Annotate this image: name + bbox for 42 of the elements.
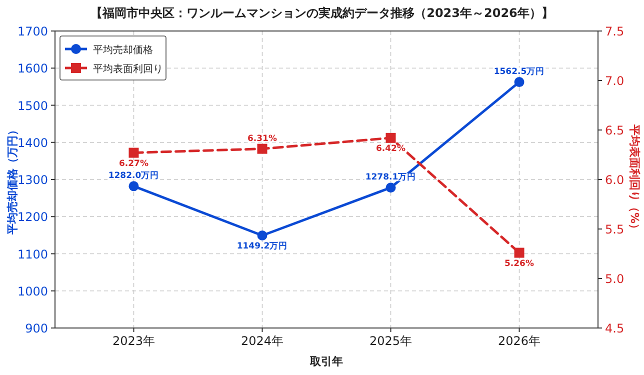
data-label: 1149.2万円 bbox=[236, 240, 288, 252]
point bbox=[128, 181, 139, 192]
y-tick-label: 1400 bbox=[17, 136, 48, 150]
data-label: 6.42% bbox=[376, 144, 406, 154]
data-label: 1282.0万円 bbox=[108, 170, 160, 182]
y2-tick-label: 6.0 bbox=[605, 173, 624, 187]
y2-tick-label: 7.0 bbox=[605, 74, 624, 88]
point bbox=[257, 230, 268, 240]
y2-axis-title: 平均表面利回り（%） bbox=[628, 123, 641, 235]
x-axis-title: 取引年 bbox=[309, 355, 343, 368]
x-tick-label: 2024年 bbox=[240, 334, 284, 348]
point bbox=[514, 77, 524, 88]
y2-tick-label: 6.5 bbox=[605, 124, 624, 138]
y2-tick-label: 4.5 bbox=[605, 322, 624, 336]
y-tick-label: 1300 bbox=[17, 173, 48, 187]
x-tick-label: 2023年 bbox=[112, 334, 156, 348]
y-tick-label: 1100 bbox=[17, 247, 48, 262]
y-tick-label: 1000 bbox=[17, 284, 48, 298]
point bbox=[257, 144, 268, 154]
data-label: 6.31% bbox=[247, 134, 278, 144]
y2-tick-label: 5.5 bbox=[605, 222, 624, 236]
y-tick-label: 900 bbox=[25, 322, 48, 336]
y-tick-label: 1500 bbox=[17, 98, 48, 113]
data-label: 1562.5万円 bbox=[494, 66, 545, 78]
y-tick-label: 1700 bbox=[17, 24, 48, 38]
y-tick-label: 1200 bbox=[17, 210, 48, 224]
chart-title: 【福岡市中央区：ワンルームマンションの実成約データ推移（2023年～2026年）】 bbox=[90, 6, 554, 20]
y2-tick-label: 5.0 bbox=[605, 272, 624, 286]
point bbox=[128, 148, 139, 158]
y2-tick-label: 7.5 bbox=[605, 24, 624, 38]
legend-label: 平均売却価格 bbox=[93, 44, 153, 56]
y-tick-label: 1600 bbox=[17, 62, 48, 76]
data-label: 1278.1万円 bbox=[365, 172, 416, 183]
point bbox=[386, 132, 396, 143]
y-axis-title: 平均売却価格（万円） bbox=[6, 124, 19, 236]
point bbox=[386, 182, 396, 193]
point bbox=[514, 248, 524, 258]
data-label: 6.27% bbox=[118, 158, 149, 169]
legend-label: 平均表面利回り bbox=[93, 63, 163, 75]
x-tick-label: 2025年 bbox=[369, 334, 412, 348]
data-label: 5.26% bbox=[504, 258, 534, 269]
x-tick-label: 2026年 bbox=[498, 334, 541, 348]
